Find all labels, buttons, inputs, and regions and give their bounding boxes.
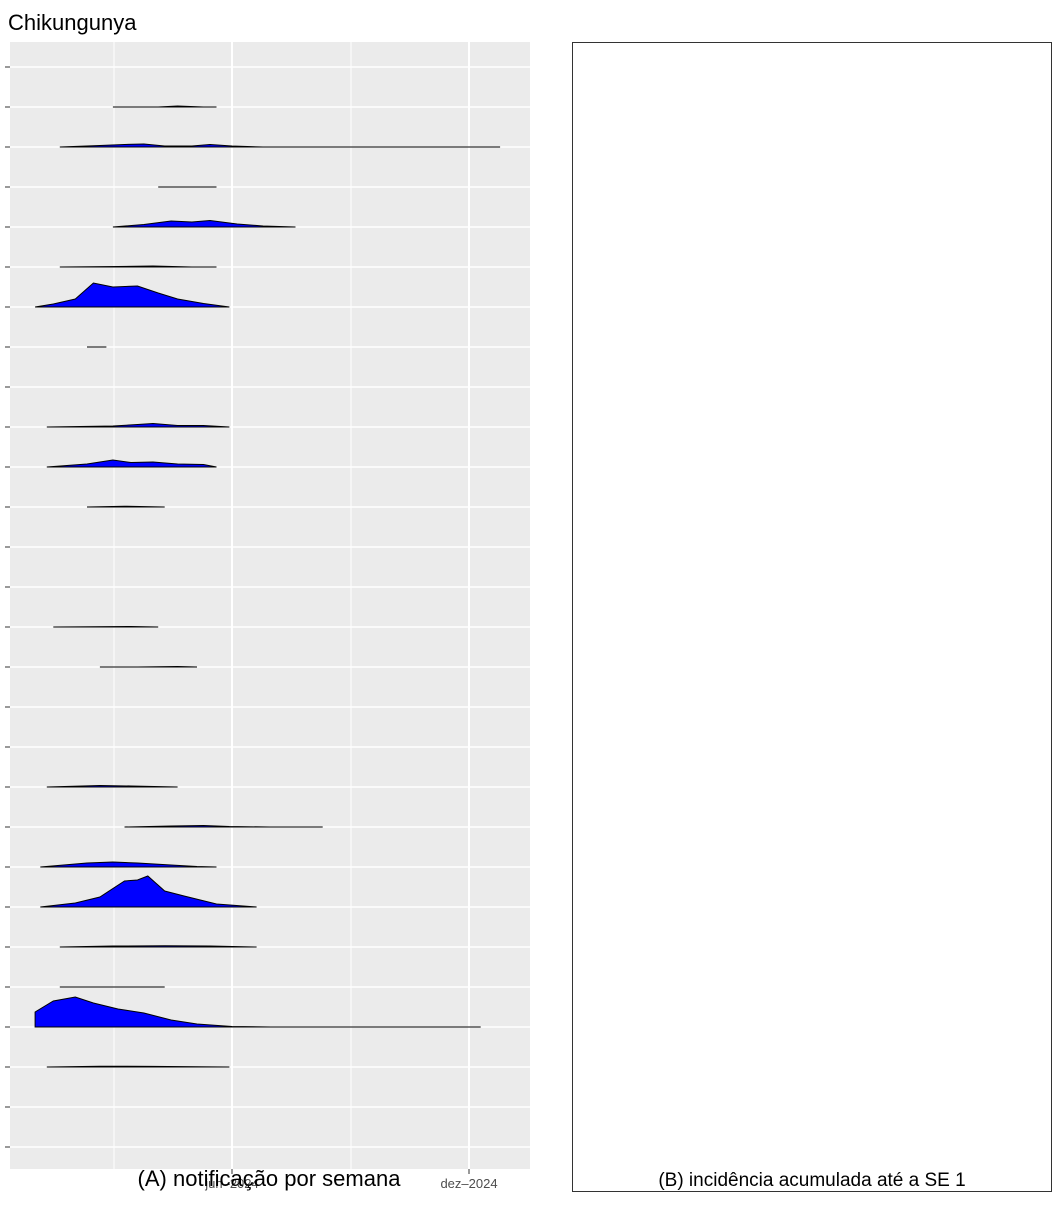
ridge-5: [112, 219, 296, 228]
ridge-3: [59, 143, 501, 148]
ridge-21: [40, 861, 217, 868]
ridge-15: [53, 625, 159, 628]
ridge-19: [46, 784, 178, 788]
ridge-20: [124, 824, 323, 828]
incidence-map-panel: [572, 42, 1052, 1192]
ridge-7: [35, 282, 230, 308]
horizontal-gridlines: [10, 66, 530, 1148]
ridge-25: [34, 996, 481, 1028]
ridge-11: [46, 459, 217, 468]
ridge-16: [99, 665, 198, 668]
ridge-26: [46, 1065, 230, 1068]
page-title: Chikungunya: [8, 10, 137, 35]
y-axis-ticks: [5, 66, 10, 1148]
ridges: [34, 105, 501, 1068]
x-axis: jun–2024 dez–2024: [204, 1169, 498, 1191]
panel-background: [10, 42, 530, 1169]
x-tick-label-dez: dez–2024: [440, 1176, 497, 1191]
ridge-6: [59, 265, 217, 268]
vertical-gridlines: [113, 42, 470, 1169]
ridge-10: [46, 422, 230, 428]
ridge-12: [86, 505, 165, 508]
caption-notificacao: (A) notificação por semana: [137, 1166, 401, 1191]
ridgeline-chart: jun–2024 dez–2024: [5, 42, 530, 1191]
x-tick-label-jun: jun–2024: [204, 1176, 259, 1191]
caption-incidencia: (B) incidência acumulada até a SE 1: [658, 1170, 966, 1191]
ridge-23: [59, 945, 257, 948]
ridge-2: [112, 105, 217, 108]
ridge-22: [40, 875, 257, 908]
